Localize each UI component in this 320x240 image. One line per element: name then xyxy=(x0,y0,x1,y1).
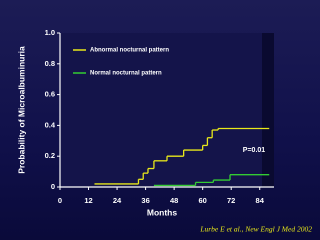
y-tick-label: 0.6 xyxy=(45,90,55,99)
y-tick-label: 0.2 xyxy=(45,151,55,160)
x-tick-label: 12 xyxy=(84,196,92,205)
y-tick-label: 0.4 xyxy=(45,120,56,129)
x-tick-label: 24 xyxy=(113,196,122,205)
legend-label: Abnormal nocturnal pattern xyxy=(90,48,169,54)
plot-shade xyxy=(262,33,274,187)
plot-area xyxy=(60,33,274,187)
y-tick-label: 0 xyxy=(51,182,55,191)
citation: Lurbe E et al., New Engl J Med 2002 xyxy=(199,225,312,234)
x-tick-label: 84 xyxy=(256,196,265,205)
y-tick-label: 1.0 xyxy=(45,28,55,37)
annotation: P=0.01 xyxy=(243,147,265,154)
y-tick-label: 0.8 xyxy=(45,59,55,68)
x-axis-label: Months xyxy=(147,207,177,217)
x-tick-label: 36 xyxy=(141,196,149,205)
y-axis-label: Probability of Microalbuminuria xyxy=(16,46,26,174)
x-tick-label: 48 xyxy=(170,196,178,205)
x-tick-label: 60 xyxy=(198,196,206,205)
x-tick-label: 72 xyxy=(227,196,235,205)
x-tick-label: 0 xyxy=(58,196,62,205)
legend-label: Normal nocturnal pattern xyxy=(90,71,162,77)
